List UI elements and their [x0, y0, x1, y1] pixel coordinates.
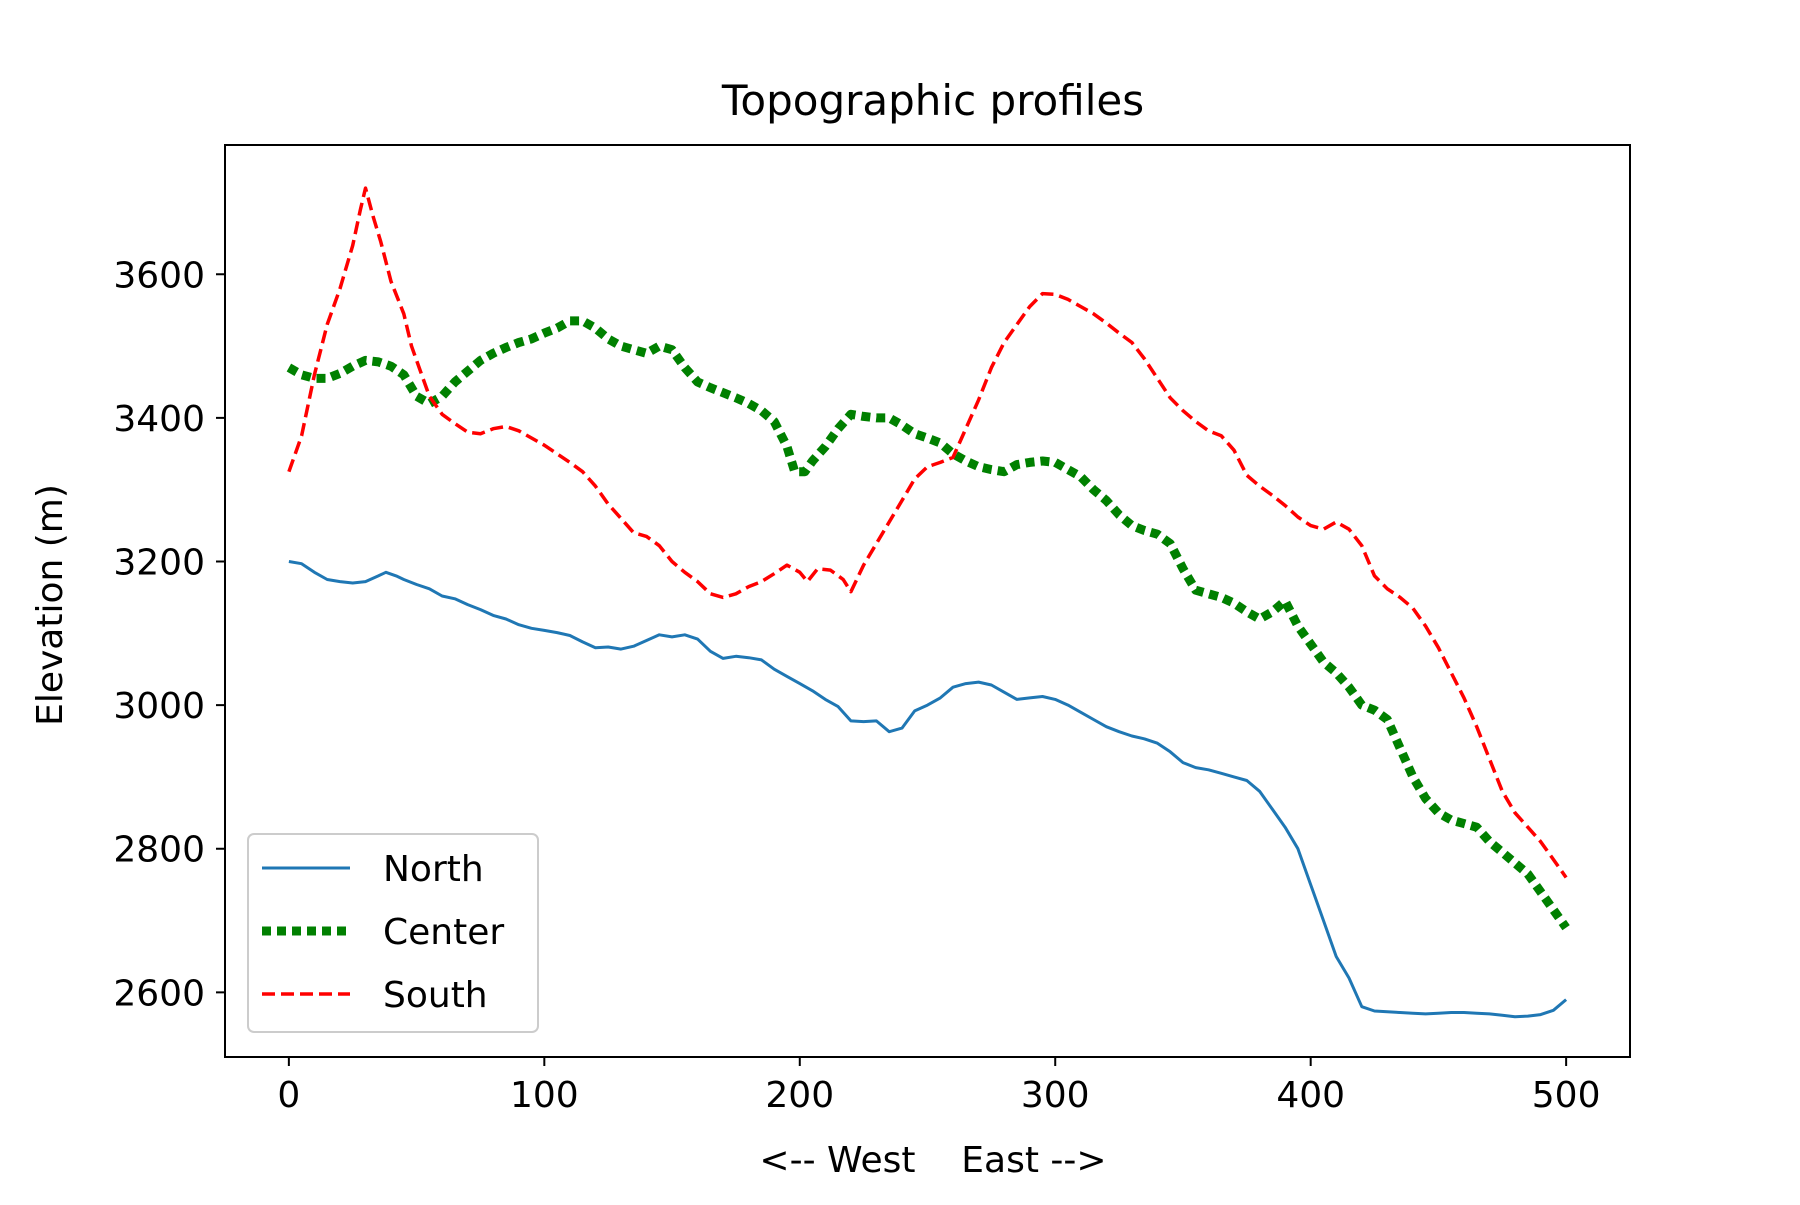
legend-label-center: Center	[383, 912, 504, 953]
y-tick-label: 2600	[113, 973, 205, 1014]
x-tick-label: 500	[1532, 1075, 1601, 1116]
legend-label-north: North	[383, 849, 484, 890]
y-tick-label: 3000	[113, 686, 205, 727]
series-line-north	[288, 560, 1568, 1019]
legend: North Center South	[247, 833, 539, 1033]
x-tick-label: 400	[1276, 1075, 1345, 1116]
x-tick-label: 300	[1021, 1075, 1090, 1116]
series-line-south	[287, 186, 1568, 879]
series-line-center	[286, 316, 1570, 931]
series-layer	[286, 186, 1570, 1019]
y-tick-label: 3200	[113, 543, 205, 584]
y-tick-label: 3400	[113, 399, 205, 440]
axis-ticks: 0 100 200 300 400 500 2600 2800 3000 3200 3400 3600	[113, 255, 1600, 1116]
y-tick-label: 3600	[113, 255, 205, 296]
x-tick-label: 100	[510, 1075, 579, 1116]
chart-title: Topographic profiles	[721, 76, 1144, 125]
plot-area-frame	[224, 144, 1631, 1058]
legend-label-south: South	[383, 975, 488, 1016]
x-axis-label: <-- West East -->	[759, 1140, 1106, 1181]
y-tick-label: 2800	[113, 830, 205, 871]
x-tick-label: 0	[277, 1075, 300, 1116]
y-axis-label: Elevation (m)	[30, 484, 71, 726]
x-tick-label: 200	[765, 1075, 834, 1116]
legend-box	[247, 833, 539, 1033]
